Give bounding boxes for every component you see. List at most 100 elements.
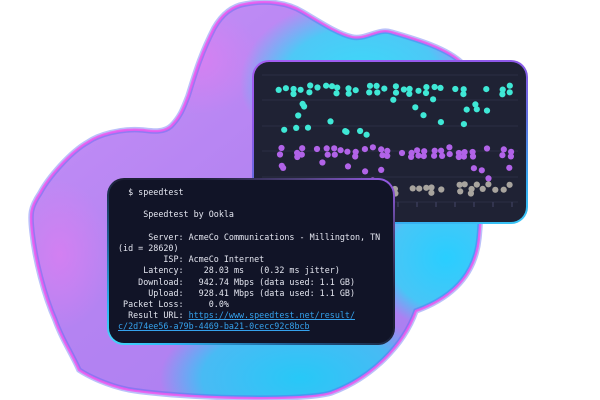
chart-dot [416, 185, 423, 192]
chart-dot [463, 106, 470, 113]
chart-dot [469, 148, 476, 156]
chart-dot [439, 152, 446, 159]
chart-dot [422, 89, 430, 97]
chart-dot [319, 159, 326, 166]
terminal-output: $ speedtest Speedtest by Ookla Server: A… [118, 187, 385, 333]
chart-dot [379, 152, 386, 159]
chart-dot [499, 86, 506, 93]
chart-dot [342, 128, 349, 135]
chart-dot [290, 90, 297, 98]
chart-dot [421, 148, 428, 155]
chart-dot [446, 144, 453, 151]
chart-dot [408, 153, 415, 160]
chart-dot [455, 153, 462, 161]
chart-dot [506, 82, 513, 89]
chart-dot [352, 87, 359, 94]
chart-dot [428, 189, 435, 196]
chart-dot [366, 82, 374, 89]
chart-dot [384, 152, 391, 159]
teal-band-dots [275, 82, 513, 138]
chart-dot [275, 86, 282, 93]
chart-dot [438, 186, 445, 193]
chart-dot [345, 85, 352, 92]
chart-dot [437, 84, 444, 91]
chart-dot [420, 112, 427, 119]
chart-dot [306, 89, 313, 96]
chart-dot [446, 151, 453, 158]
chart-dot [304, 124, 312, 131]
chart-dot [437, 119, 444, 126]
chart-dot [506, 164, 513, 171]
chart-dot [414, 147, 421, 154]
chart-dot [297, 86, 304, 93]
chart-dot [324, 151, 331, 158]
chart-dot [281, 126, 288, 133]
chart-dot [478, 167, 485, 174]
chart-dot [460, 153, 467, 160]
purple-band-dots [276, 144, 515, 188]
chart-dot [328, 83, 336, 90]
chart-dot [333, 90, 340, 97]
chart-dot [390, 96, 397, 103]
chart-dot [344, 148, 351, 155]
chart-dot [415, 87, 422, 94]
chart-dot [472, 101, 479, 108]
chart-dot [313, 145, 321, 153]
chart-dot [345, 90, 352, 97]
chart-dot [467, 190, 474, 197]
chart-dot [293, 124, 300, 131]
chart-dot [334, 84, 341, 91]
chart-dot [327, 118, 334, 125]
dot-chart-card-border [252, 60, 528, 224]
chart-dot [373, 82, 380, 89]
chart-dot [409, 185, 416, 192]
chart-dot [483, 86, 490, 93]
chart-dot [500, 186, 507, 193]
chart-dot [469, 153, 477, 160]
chart-dot [299, 100, 306, 107]
chart-dot [499, 91, 506, 98]
chart-dot [456, 181, 463, 188]
chart-dot [423, 184, 430, 191]
speedtest-output-text: $ speedtest Speedtest by Ookla Server: A… [118, 187, 381, 321]
chart-dot [406, 85, 413, 92]
chart-dot [298, 151, 305, 158]
chart-dot [276, 151, 284, 158]
chart-dot [361, 146, 368, 153]
chart-dot [314, 84, 321, 91]
chart-dot [428, 184, 435, 191]
chart-dot [362, 168, 369, 175]
chart-dot [431, 152, 438, 159]
chart-dot [423, 84, 430, 91]
chart-dot [438, 147, 445, 154]
chart-dot [420, 153, 427, 160]
chart-dot [507, 153, 514, 160]
chart-dot [307, 82, 314, 89]
chart-dot [282, 85, 289, 92]
chart-dot [500, 146, 507, 153]
chart-dot [483, 107, 491, 114]
chart-dot [499, 152, 506, 159]
chart-dot [452, 85, 459, 93]
chart-dot [357, 127, 364, 135]
chart-dot [337, 147, 344, 154]
chart-dot [470, 165, 477, 172]
chart-dot [506, 89, 513, 96]
chart-dot [366, 89, 373, 96]
chart-dot [483, 145, 491, 152]
chart-dot [400, 86, 407, 93]
chart-dot [473, 106, 480, 113]
chart-dot [485, 175, 492, 182]
result-url-link[interactable]: https://www.speedtest.net/result/ c/2d74… [118, 310, 355, 332]
chart-dot [378, 146, 385, 153]
chart-dot [473, 181, 480, 188]
chart-dot [508, 148, 515, 155]
chart-dot [506, 181, 513, 188]
chart-dot [374, 89, 381, 96]
chart-dot [352, 153, 359, 160]
chart-dot [344, 163, 352, 170]
chart-dot [323, 82, 330, 89]
chart-dot [412, 104, 419, 111]
chart-dot [369, 144, 376, 151]
